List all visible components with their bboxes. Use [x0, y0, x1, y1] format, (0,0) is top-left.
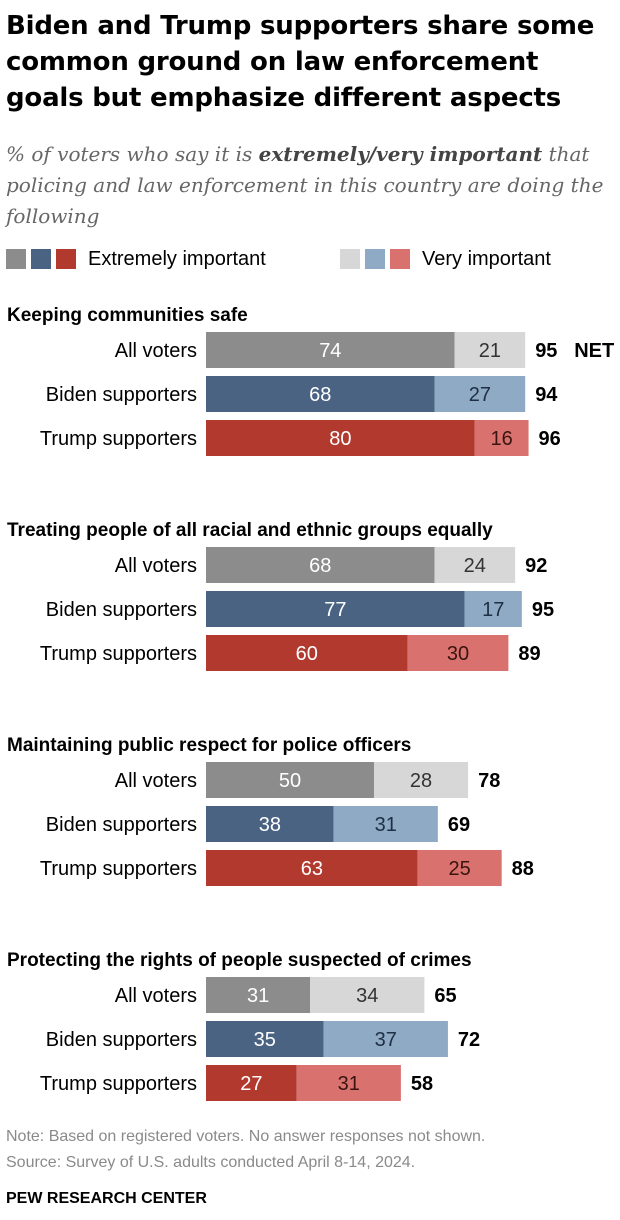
- data-label-very: 34: [356, 985, 378, 1007]
- data-label-very: 16: [491, 428, 513, 450]
- bar-very: [333, 806, 438, 842]
- brand-logo-text: PEW RESEARCH CENTER: [6, 1190, 207, 1207]
- data-label-very: 25: [449, 858, 471, 880]
- bar-very: [454, 332, 526, 368]
- row-label: Biden supporters: [46, 1029, 197, 1051]
- data-label-extremely: 68: [309, 555, 331, 577]
- row-label: All voters: [115, 340, 197, 362]
- row-label: All voters: [115, 770, 197, 792]
- legend-label-very: Very important: [422, 248, 551, 270]
- bar-very: [474, 420, 529, 456]
- row-label: All voters: [115, 985, 197, 1007]
- data-label-extremely: 50: [279, 770, 301, 792]
- legend-swatch-trump-very: [390, 249, 410, 269]
- data-label-very: 31: [375, 814, 397, 836]
- group-title-1: Keeping communities safe: [7, 305, 248, 326]
- data-label-very: 24: [464, 555, 486, 577]
- data-label-extremely: 60: [296, 643, 318, 665]
- bar-extremely: [206, 547, 435, 583]
- data-label-net: 95: [535, 340, 557, 362]
- subtitle-post: that policing and law enforcement in thi…: [6, 142, 604, 228]
- data-label-net: 88: [512, 858, 534, 880]
- data-label-extremely: 35: [254, 1029, 276, 1051]
- data-label-net: 78: [478, 770, 500, 792]
- data-label-extremely: 31: [247, 985, 269, 1007]
- legend-swatch-trump-extremely: [56, 249, 76, 269]
- data-label-very: 21: [479, 340, 501, 362]
- row-label: Trump supporters: [40, 858, 197, 880]
- data-label-extremely: 27: [240, 1073, 262, 1095]
- bar-very: [464, 591, 522, 627]
- data-label-extremely: 38: [259, 814, 281, 836]
- bar-very: [434, 376, 526, 412]
- footer-note: Note: Based on registered voters. No ans…: [6, 1128, 486, 1145]
- data-label-net: 92: [525, 555, 547, 577]
- data-label-very: 17: [482, 599, 504, 621]
- row-label: Trump supporters: [40, 1073, 197, 1095]
- bar-extremely: [206, 1021, 324, 1057]
- legend-label-extremely: Extremely important: [88, 248, 266, 270]
- bar-extremely: [206, 806, 334, 842]
- legend-swatch-all-extremely: [6, 249, 26, 269]
- data-label-very: 27: [469, 384, 491, 406]
- group-title-3: Maintaining public respect for police of…: [7, 735, 411, 756]
- bar-extremely: [206, 977, 311, 1013]
- data-label-net: 69: [448, 814, 470, 836]
- data-label-very: 31: [338, 1073, 360, 1095]
- row-label: Trump supporters: [40, 428, 197, 450]
- row-label: Biden supporters: [46, 814, 197, 836]
- data-label-net: 58: [411, 1073, 433, 1095]
- bar-extremely: [206, 1065, 297, 1101]
- data-label-very: 37: [375, 1029, 397, 1051]
- data-label-extremely: 74: [319, 340, 341, 362]
- legend-swatch-biden-very: [365, 249, 385, 269]
- bar-extremely: [206, 850, 418, 886]
- bar-extremely: [206, 591, 465, 627]
- bar-very: [407, 635, 509, 671]
- data-label-net: 96: [539, 428, 561, 450]
- row-label: Biden supporters: [46, 384, 197, 406]
- data-label-very: 28: [410, 770, 432, 792]
- bar-extremely: [206, 762, 374, 798]
- data-label-net: 94: [535, 384, 558, 406]
- chart-title: Biden and Trump supporters share some co…: [6, 11, 595, 113]
- footer-source: Source: Survey of U.S. adults conducted …: [6, 1154, 416, 1171]
- data-label-net: 65: [434, 985, 456, 1007]
- row-label: Trump supporters: [40, 643, 197, 665]
- bar-very: [323, 1021, 448, 1057]
- data-label-net: 89: [518, 643, 540, 665]
- group-title-2: Treating people of all racial and ethnic…: [7, 520, 493, 541]
- row-label: All voters: [115, 555, 197, 577]
- stacked-bar-chart: Keeping communities safe All voters 74 21 95…: [7, 305, 614, 1101]
- bar-extremely: [206, 376, 435, 412]
- bar-very: [296, 1065, 401, 1101]
- data-label-net: 95: [532, 599, 554, 621]
- bar-very: [417, 850, 502, 886]
- bar-very: [374, 762, 469, 798]
- bar-extremely: [206, 332, 455, 368]
- chart-subtitle: % of voters who say it is extremely/very…: [6, 139, 616, 232]
- data-label-extremely: 63: [301, 858, 323, 880]
- data-label-extremely: 80: [329, 428, 351, 450]
- legend: Extremely important Very important: [6, 246, 616, 272]
- data-label-extremely: 68: [309, 384, 331, 406]
- subtitle-emphasis: extremely/very important: [258, 142, 543, 166]
- bar-very: [310, 977, 425, 1013]
- bar-extremely: [206, 635, 408, 671]
- group-title-4: Protecting the rights of people suspecte…: [7, 950, 472, 971]
- net-suffix-label: NET: [574, 340, 614, 362]
- data-label-net: 72: [458, 1029, 480, 1051]
- bar-extremely: [206, 420, 475, 456]
- legend-swatch-biden-extremely: [31, 249, 51, 269]
- footer: Note: Based on registered voters. No ans…: [6, 1124, 485, 1176]
- data-label-very: 30: [447, 643, 469, 665]
- legend-swatch-all-very: [340, 249, 360, 269]
- subtitle-pre: % of voters who say it is: [6, 142, 259, 166]
- row-label: Biden supporters: [46, 599, 197, 621]
- bar-very: [434, 547, 516, 583]
- data-label-extremely: 77: [324, 599, 346, 621]
